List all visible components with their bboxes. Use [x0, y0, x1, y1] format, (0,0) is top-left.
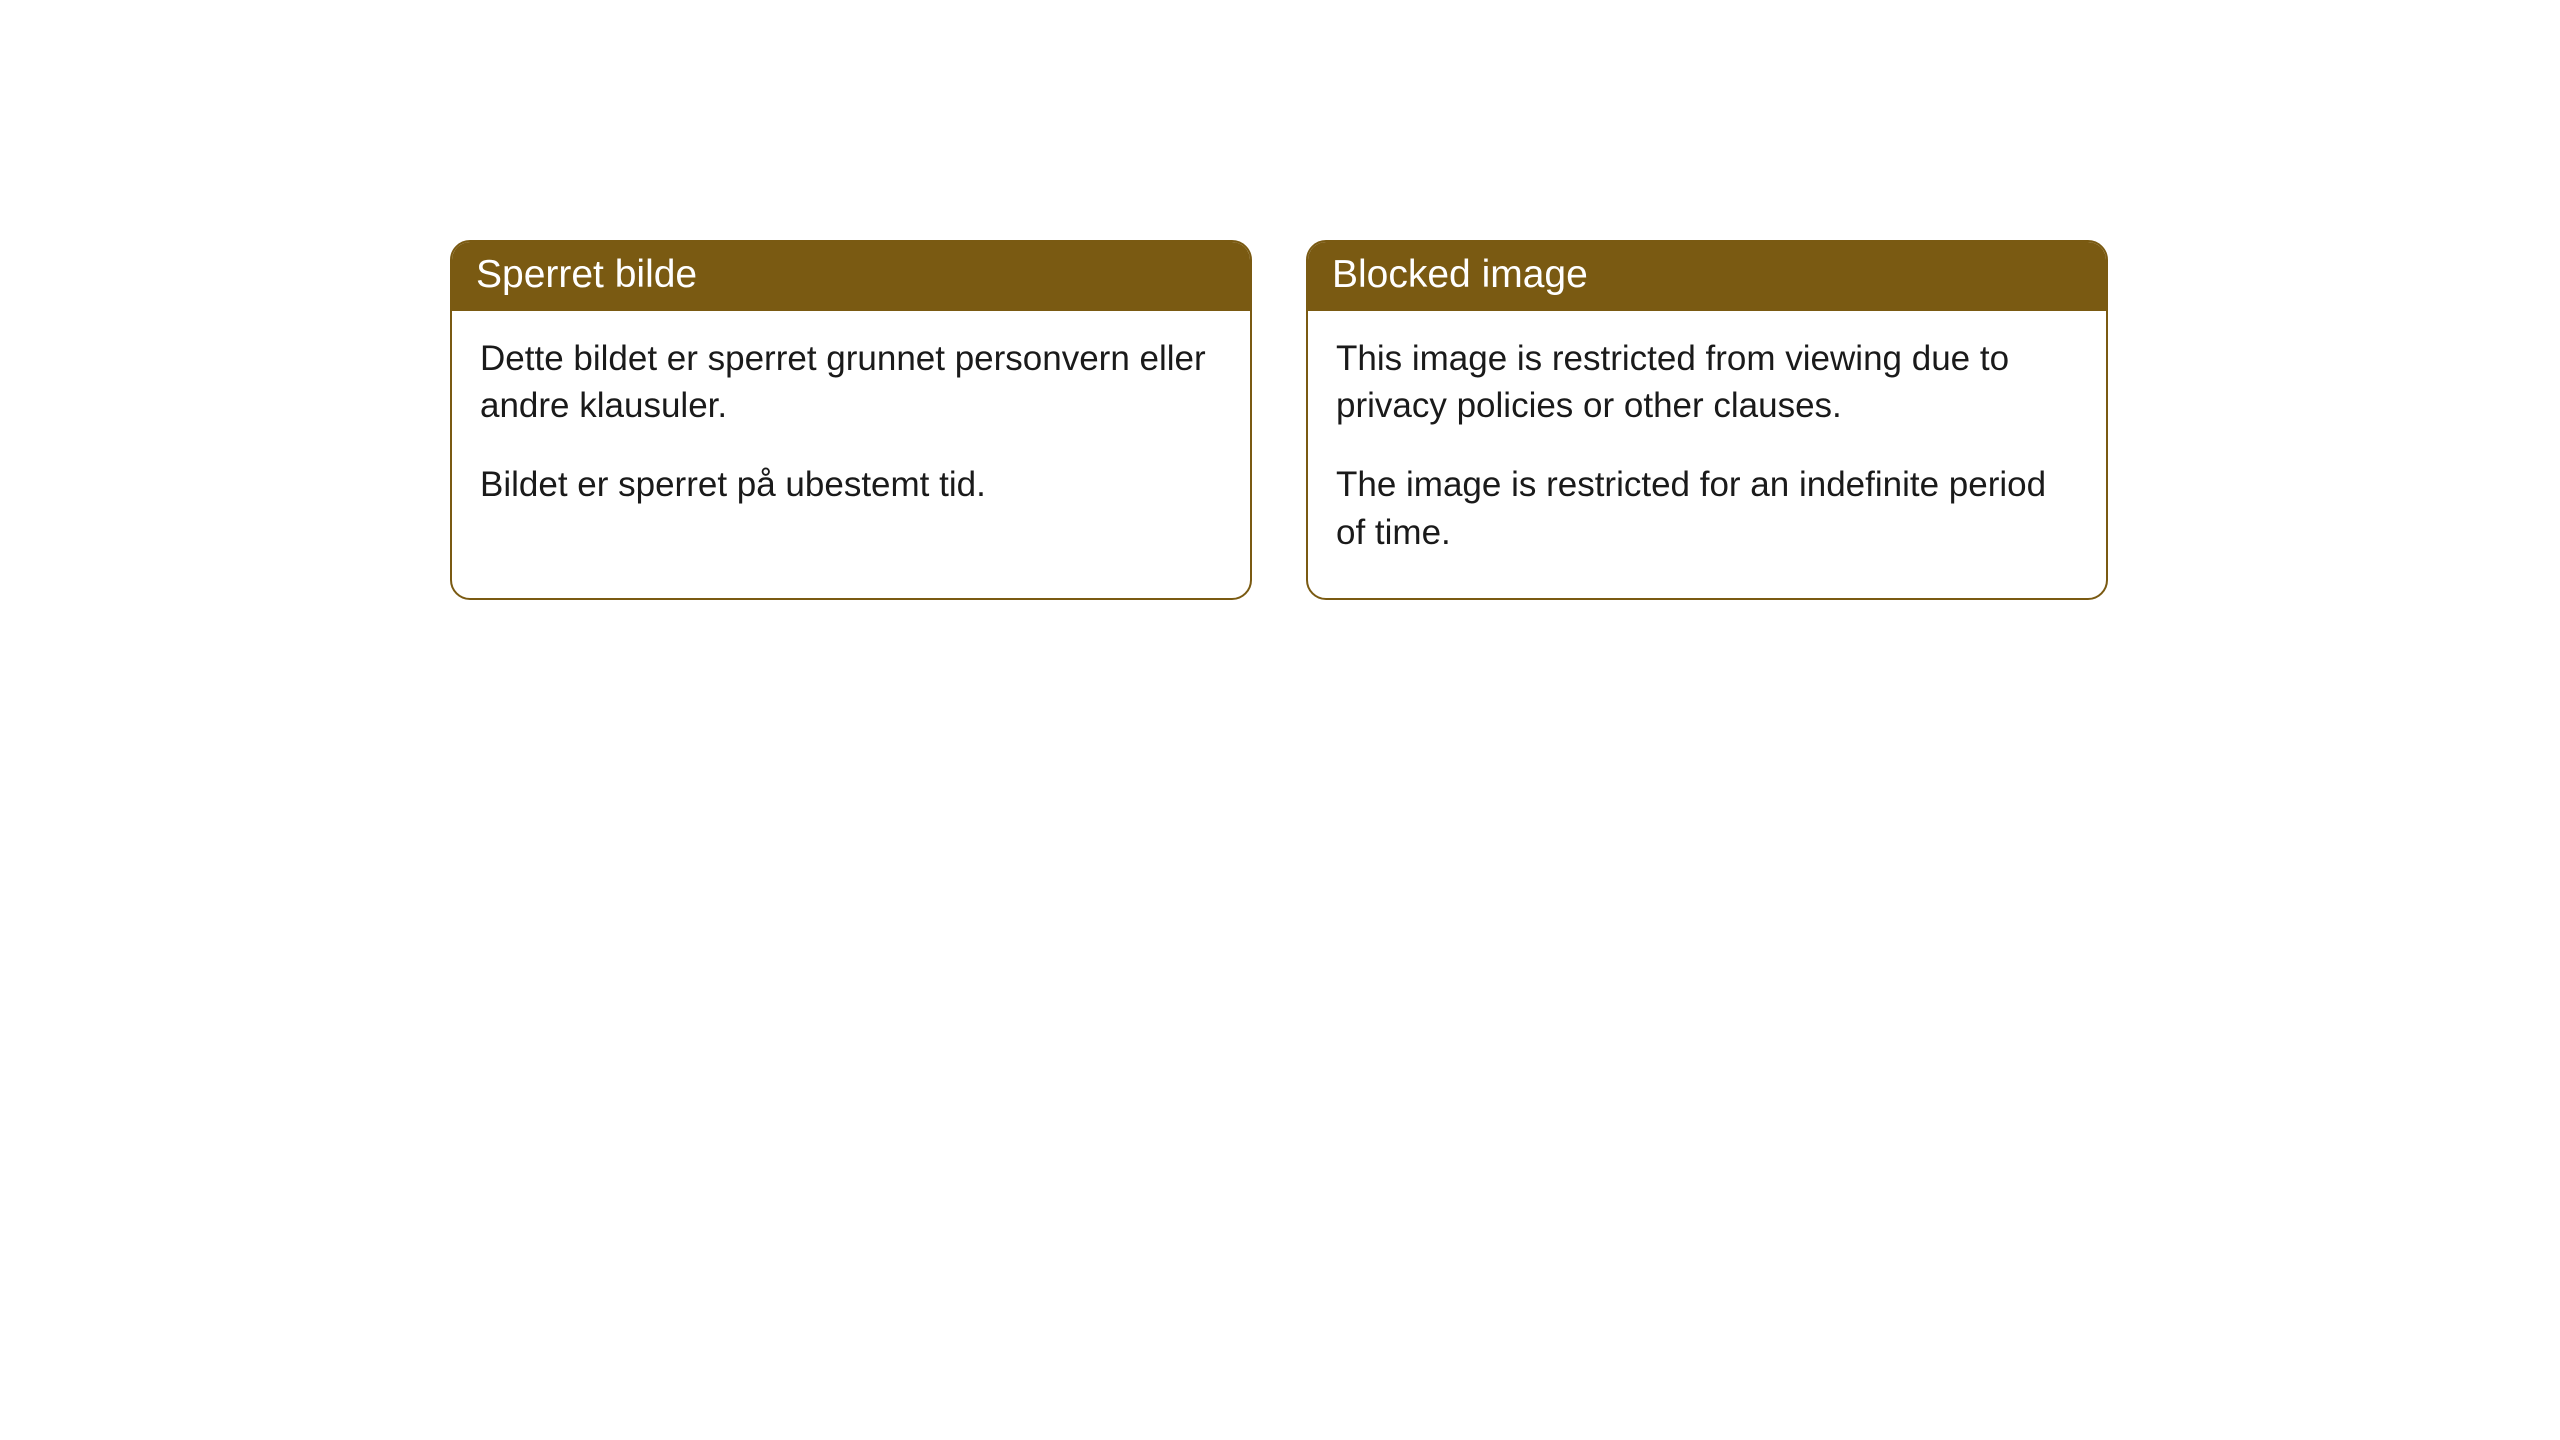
card-title: Blocked image [1332, 253, 1588, 296]
card-paragraph: This image is restricted from viewing du… [1336, 335, 2078, 430]
card-paragraph: Dette bildet er sperret grunnet personve… [480, 335, 1222, 430]
card-body: This image is restricted from viewing du… [1308, 311, 2106, 598]
card-body: Dette bildet er sperret grunnet personve… [452, 311, 1250, 551]
card-header: Sperret bilde [452, 242, 1250, 311]
card-english: Blocked image This image is restricted f… [1306, 240, 2108, 600]
card-paragraph: Bildet er sperret på ubestemt tid. [480, 461, 1222, 508]
cards-container: Sperret bilde Dette bildet er sperret gr… [0, 0, 2560, 600]
card-paragraph: The image is restricted for an indefinit… [1336, 461, 2078, 556]
card-title: Sperret bilde [476, 253, 697, 296]
card-header: Blocked image [1308, 242, 2106, 311]
card-norwegian: Sperret bilde Dette bildet er sperret gr… [450, 240, 1252, 600]
